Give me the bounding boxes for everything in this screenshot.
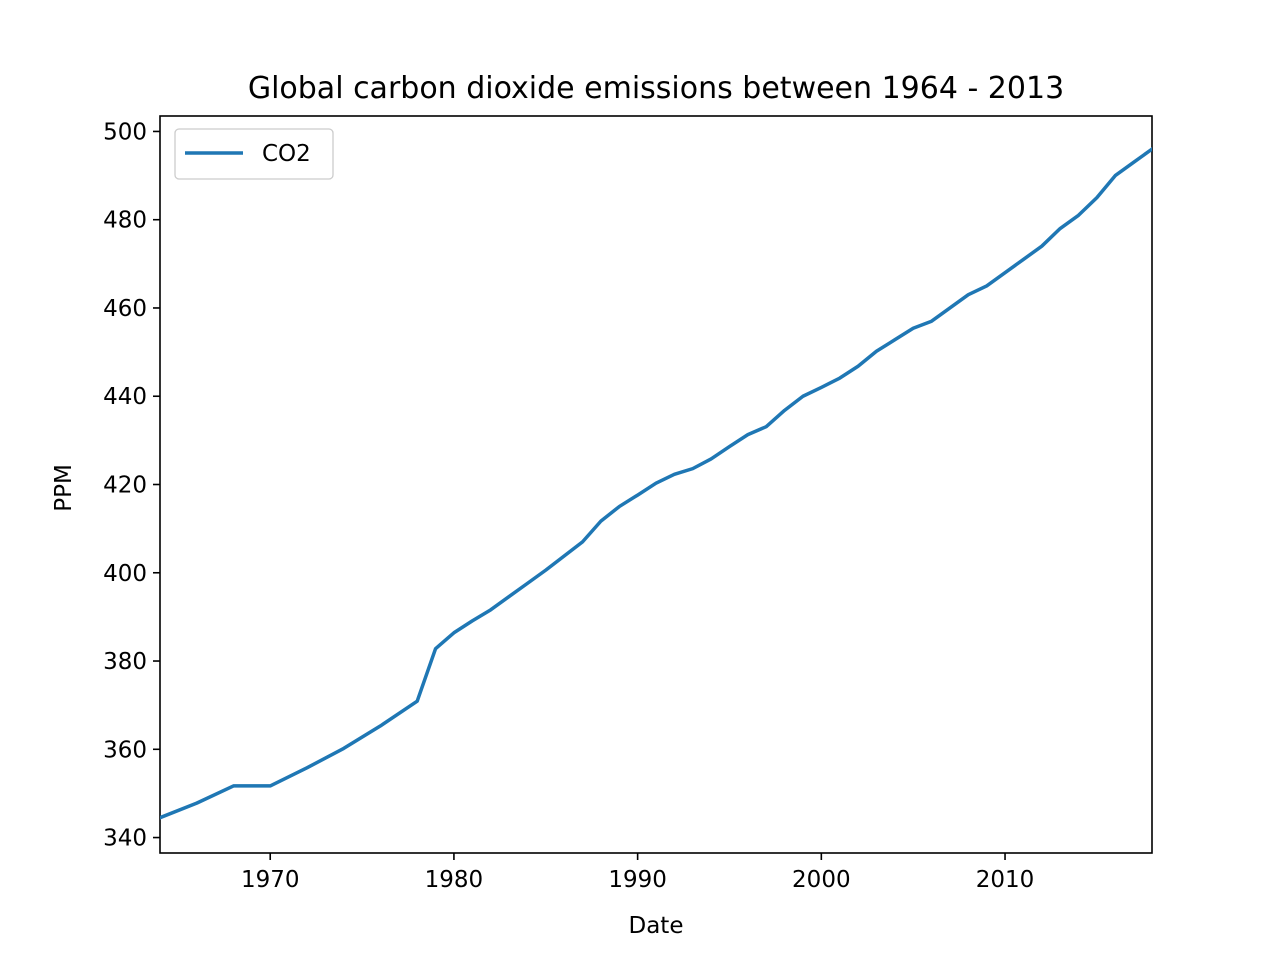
x-tick-label: 1990 bbox=[608, 867, 667, 893]
legend-label-co2: CO2 bbox=[262, 141, 311, 167]
x-axis: 1970 1980 1990 2000 2010 bbox=[241, 853, 1034, 893]
y-tick-label: 380 bbox=[103, 649, 147, 675]
x-axis-label: Date bbox=[629, 913, 684, 939]
y-axis: 340 360 380 400 420 440 460 480 500 bbox=[103, 119, 160, 852]
y-tick-label: 440 bbox=[103, 384, 147, 410]
y-tick-label: 360 bbox=[103, 737, 147, 763]
series-line-co2 bbox=[160, 146, 1152, 820]
y-tick-label: 460 bbox=[103, 296, 147, 322]
legend: CO2 bbox=[174, 128, 334, 180]
y-axis-label: PPM bbox=[51, 464, 77, 512]
x-tick-label: 2010 bbox=[976, 867, 1035, 893]
y-tick-label: 500 bbox=[103, 119, 147, 145]
y-tick-label: 400 bbox=[103, 561, 147, 587]
x-tick-label: 2000 bbox=[792, 867, 851, 893]
x-tick-label: 1980 bbox=[425, 867, 484, 893]
y-tick-label: 340 bbox=[103, 826, 147, 852]
legend-frame bbox=[174, 128, 334, 180]
chart-title: Global carbon dioxide emissions between … bbox=[248, 71, 1064, 106]
y-tick-label: 480 bbox=[103, 208, 147, 234]
x-tick-label: 1970 bbox=[241, 867, 300, 893]
series-layer bbox=[160, 146, 1152, 820]
y-tick-label: 420 bbox=[103, 473, 147, 499]
